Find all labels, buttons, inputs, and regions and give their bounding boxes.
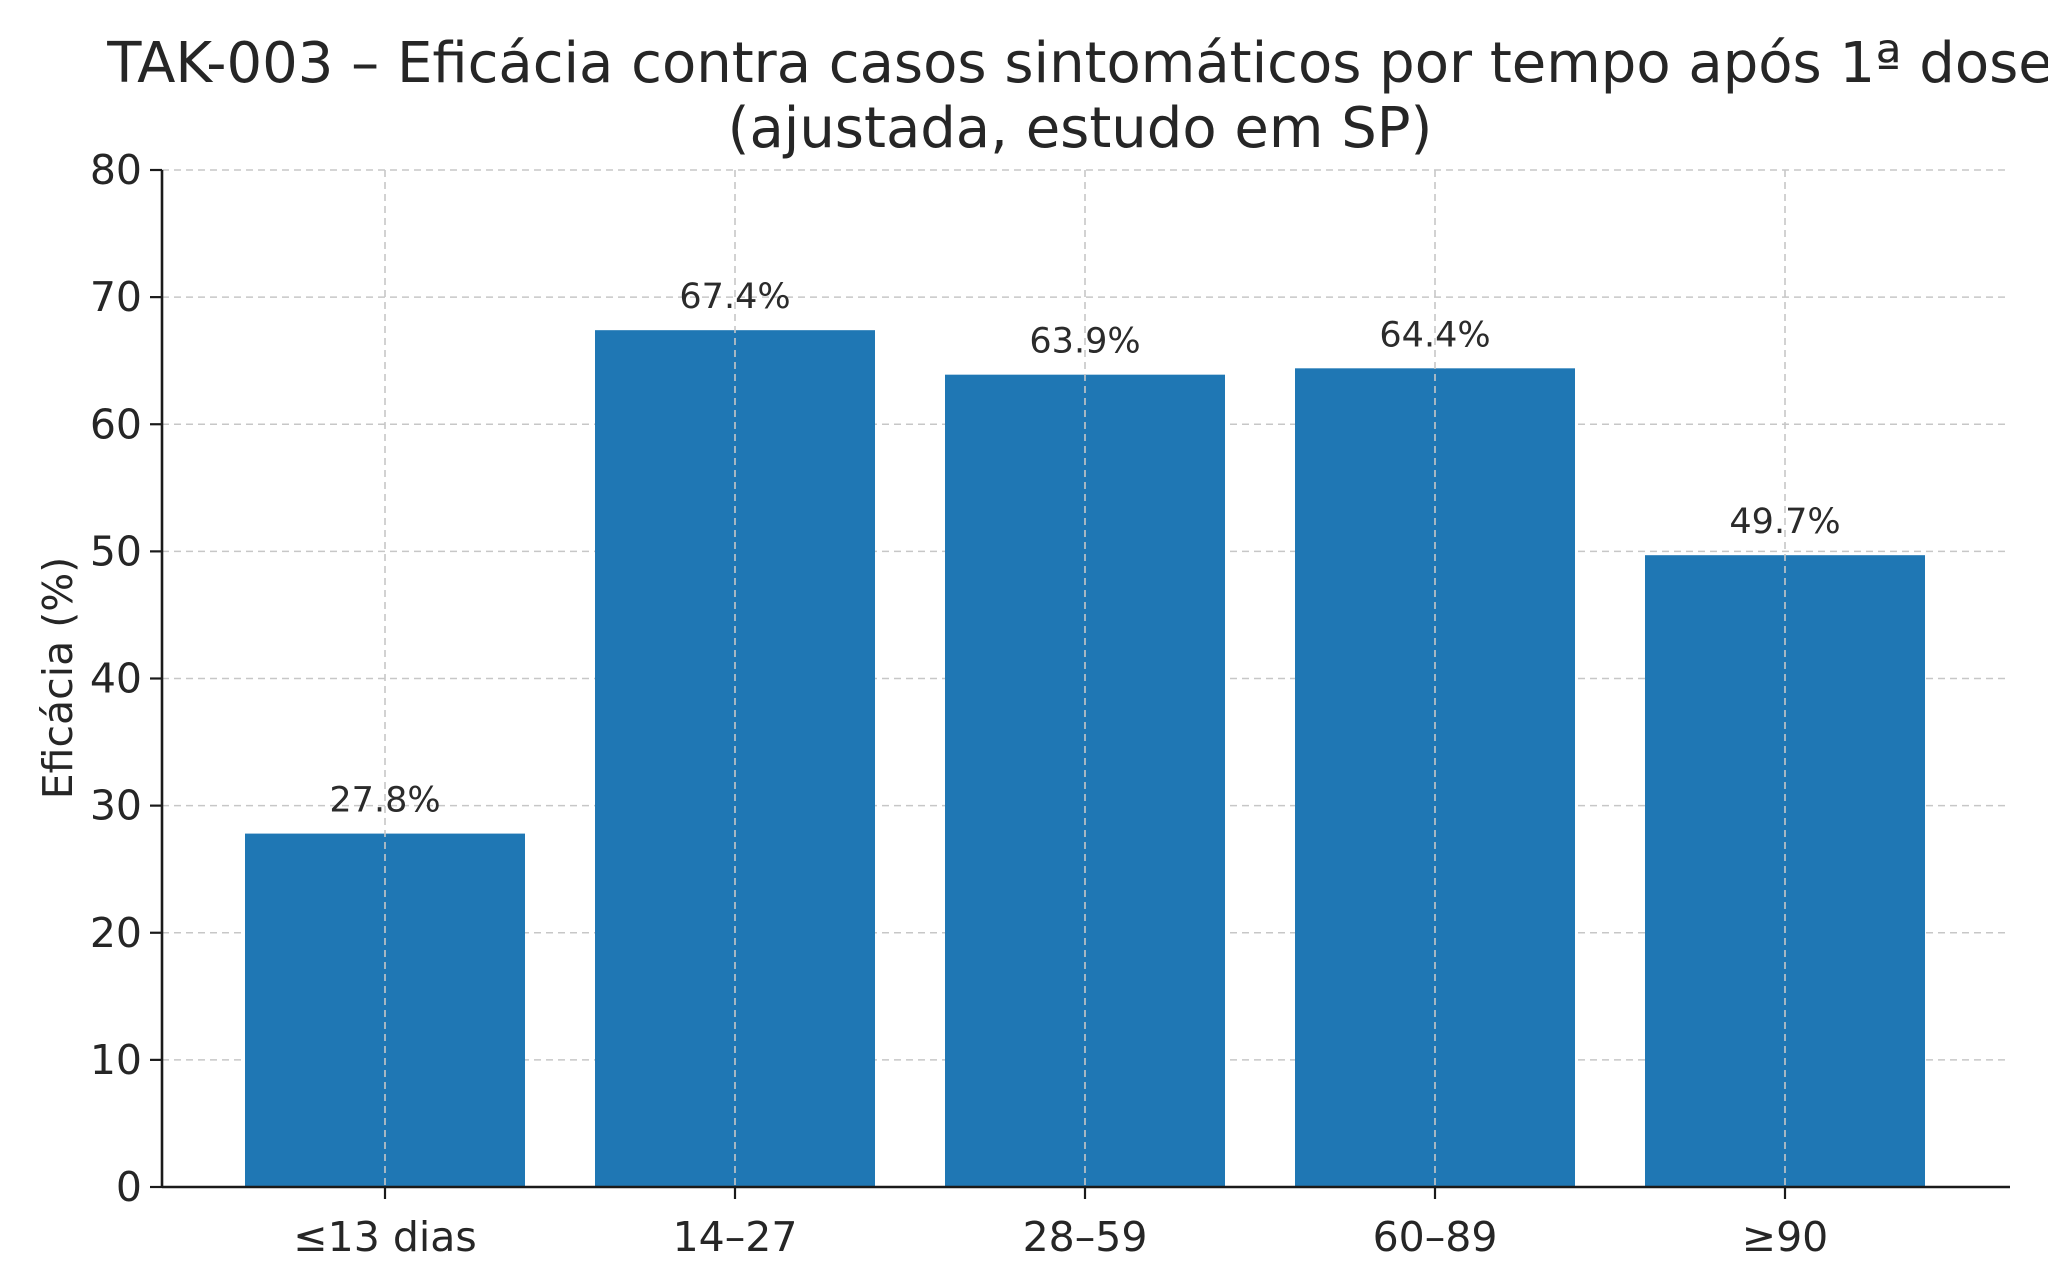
y-axis-label: Eficácia (%) xyxy=(34,557,82,799)
y-tick-label: 30 xyxy=(90,782,142,830)
bar-value-label: 27.8% xyxy=(329,781,440,821)
x-tick-label: 14–27 xyxy=(673,1213,798,1261)
value-labels: 27.8% 67.4% 63.9% 64.4% 49.7% xyxy=(329,277,1840,820)
bar-value-label: 49.7% xyxy=(1729,502,1840,542)
bar-value-label: 63.9% xyxy=(1029,322,1140,362)
chart-title-line-1: TAK-003 – Eficácia contra casos sintomát… xyxy=(106,31,2048,96)
chart-title: TAK-003 – Eficácia contra casos sintomát… xyxy=(106,31,2048,161)
bar-value-label: 67.4% xyxy=(679,277,790,317)
x-tick-label: ≥90 xyxy=(1742,1213,1829,1261)
ticks: 0 10 20 30 40 50 60 70 80 ≤13 dias 14–27 28–59 60–89… xyxy=(90,146,1828,1261)
y-tick-label: 80 xyxy=(90,146,142,194)
y-tick-label: 10 xyxy=(90,1036,142,1084)
x-tick-label: 28–59 xyxy=(1023,1213,1148,1261)
y-tick-label: 20 xyxy=(90,909,142,957)
x-tick-label: 60–89 xyxy=(1373,1213,1498,1261)
y-tick-label: 60 xyxy=(90,400,142,448)
y-tick-label: 40 xyxy=(90,655,142,703)
y-tick-label: 70 xyxy=(90,273,142,321)
y-tick-label: 50 xyxy=(90,527,142,575)
x-tick-label: ≤13 dias xyxy=(293,1213,476,1261)
y-tick-label: 0 xyxy=(116,1163,142,1211)
chart-title-line-2: (ajustada, estudo em SP) xyxy=(728,96,1433,161)
bar-value-label: 64.4% xyxy=(1379,315,1490,355)
